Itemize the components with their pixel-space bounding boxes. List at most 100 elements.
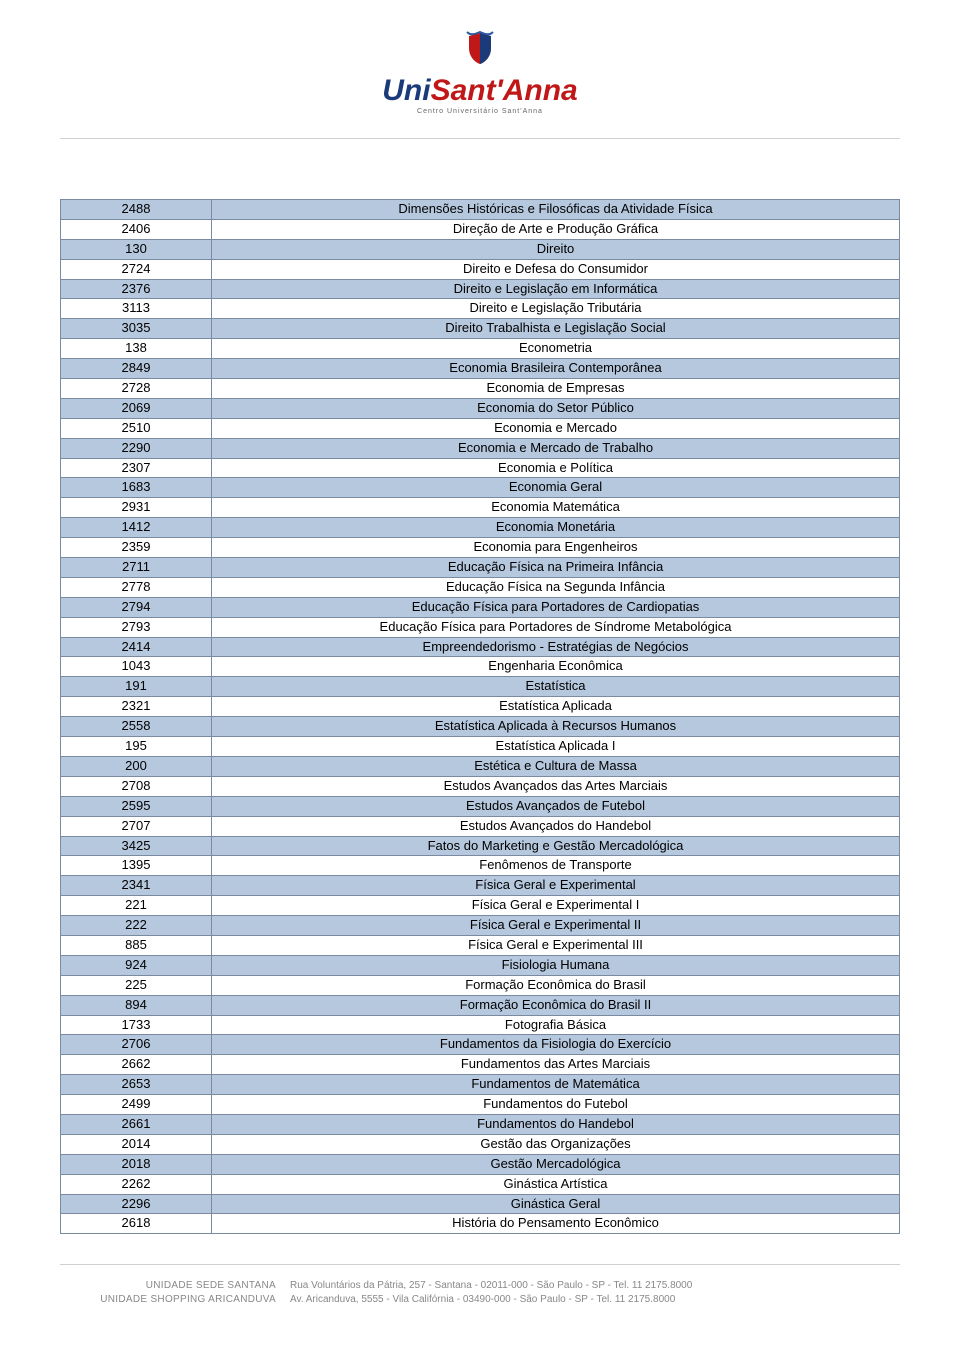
course-code: 2414	[61, 637, 212, 657]
course-name: Educação Física na Segunda Infância	[212, 577, 900, 597]
course-name: Fundamentos de Matemática	[212, 1075, 900, 1095]
course-name: Fotografia Básica	[212, 1015, 900, 1035]
course-name: Direito	[212, 239, 900, 259]
table-row: 2724Direito e Defesa do Consumidor	[61, 259, 900, 279]
course-code: 2724	[61, 259, 212, 279]
course-code: 130	[61, 239, 212, 259]
table-row: 1733Fotografia Básica	[61, 1015, 900, 1035]
table-row: 2488Dimensões Históricas e Filosóficas d…	[61, 200, 900, 220]
course-code: 2793	[61, 617, 212, 637]
course-name: Fundamentos da Fisiologia do Exercício	[212, 1035, 900, 1055]
course-code: 2728	[61, 379, 212, 399]
footer-unit-address: Rua Voluntários da Pátria, 257 - Santana…	[290, 1280, 900, 1291]
footer-line: UNIDADE SHOPPING ARICANDUVAAv. Aricanduv…	[60, 1294, 900, 1305]
course-name: Estudos Avançados do Handebol	[212, 816, 900, 836]
course-code: 2662	[61, 1055, 212, 1075]
course-name: Educação Física para Portadores de Síndr…	[212, 617, 900, 637]
course-code: 2707	[61, 816, 212, 836]
table-row: 2406Direção de Arte e Produção Gráfica	[61, 219, 900, 239]
table-row: 191Estatística	[61, 677, 900, 697]
course-code: 2794	[61, 597, 212, 617]
course-name: Física Geral e Experimental	[212, 876, 900, 896]
logo: UniSant'Anna Centro Universitário Sant'A…	[382, 30, 577, 115]
course-code: 2510	[61, 418, 212, 438]
table-row: 2728Economia de Empresas	[61, 379, 900, 399]
course-code: 2706	[61, 1035, 212, 1055]
course-code: 225	[61, 975, 212, 995]
table-row: 2262Ginástica Artística	[61, 1174, 900, 1194]
course-name: História do Pensamento Econômico	[212, 1214, 900, 1234]
course-name: Estética e Cultura de Massa	[212, 756, 900, 776]
course-name: Formação Econômica do Brasil	[212, 975, 900, 995]
course-name: Estatística Aplicada I	[212, 737, 900, 757]
course-code: 2341	[61, 876, 212, 896]
course-name: Economia Brasileira Contemporânea	[212, 359, 900, 379]
table-row: 2341Física Geral e Experimental	[61, 876, 900, 896]
course-code: 2307	[61, 458, 212, 478]
course-name: Economia do Setor Público	[212, 398, 900, 418]
course-code: 2711	[61, 558, 212, 578]
course-name: Física Geral e Experimental II	[212, 916, 900, 936]
course-name: Direção de Arte e Produção Gráfica	[212, 219, 900, 239]
table-row: 2296Ginástica Geral	[61, 1194, 900, 1214]
course-name: Gestão das Organizações	[212, 1134, 900, 1154]
table-row: 2778Educação Física na Segunda Infância	[61, 577, 900, 597]
course-name: Educação Física na Primeira Infância	[212, 558, 900, 578]
table-row: 221Física Geral e Experimental I	[61, 896, 900, 916]
logo-subtitle: Centro Universitário Sant'Anna	[382, 108, 577, 115]
course-code: 191	[61, 677, 212, 697]
course-name: Física Geral e Experimental I	[212, 896, 900, 916]
course-name: Economia Geral	[212, 478, 900, 498]
table-row: 2931Economia Matemática	[61, 498, 900, 518]
course-name: Empreendedorismo - Estratégias de Negóci…	[212, 637, 900, 657]
course-name: Economia Matemática	[212, 498, 900, 518]
course-code: 2290	[61, 438, 212, 458]
table-row: 1683Economia Geral	[61, 478, 900, 498]
course-name: Economia Monetária	[212, 518, 900, 538]
course-name: Fundamentos do Futebol	[212, 1095, 900, 1115]
table-row: 3425Fatos do Marketing e Gestão Mercadol…	[61, 836, 900, 856]
course-name: Fenômenos de Transporte	[212, 856, 900, 876]
course-code: 2321	[61, 697, 212, 717]
course-name: Estatística Aplicada à Recursos Humanos	[212, 717, 900, 737]
course-name: Estudos Avançados das Artes Marciais	[212, 776, 900, 796]
table-row: 2662Fundamentos das Artes Marciais	[61, 1055, 900, 1075]
course-code: 3035	[61, 319, 212, 339]
course-code: 2406	[61, 219, 212, 239]
course-code: 2558	[61, 717, 212, 737]
table-row: 885Física Geral e Experimental III	[61, 935, 900, 955]
course-name: Formação Econômica do Brasil II	[212, 995, 900, 1015]
table-row: 894Formação Econômica do Brasil II	[61, 995, 900, 1015]
course-name: Fundamentos das Artes Marciais	[212, 1055, 900, 1075]
table-row: 2849Economia Brasileira Contemporânea	[61, 359, 900, 379]
course-name: Engenharia Econômica	[212, 657, 900, 677]
course-name: Estatística Aplicada	[212, 697, 900, 717]
course-code: 2359	[61, 538, 212, 558]
table-row: 2290Economia e Mercado de Trabalho	[61, 438, 900, 458]
table-row: 2499Fundamentos do Futebol	[61, 1095, 900, 1115]
course-name: Estatística	[212, 677, 900, 697]
table-row: 2595Estudos Avançados de Futebol	[61, 796, 900, 816]
logo-text: UniSant'Anna	[382, 76, 577, 106]
table-row: 2307Economia e Política	[61, 458, 900, 478]
course-name: Ginástica Artística	[212, 1174, 900, 1194]
course-code: 2595	[61, 796, 212, 816]
course-name: Gestão Mercadológica	[212, 1154, 900, 1174]
table-row: 225Formação Econômica do Brasil	[61, 975, 900, 995]
footer-line: UNIDADE SEDE SANTANARua Voluntários da P…	[60, 1280, 900, 1291]
course-code: 1733	[61, 1015, 212, 1035]
course-code: 1412	[61, 518, 212, 538]
course-code: 2014	[61, 1134, 212, 1154]
course-code: 222	[61, 916, 212, 936]
table-row: 138Econometria	[61, 339, 900, 359]
course-name: Economia de Empresas	[212, 379, 900, 399]
course-name: Direito e Legislação em Informática	[212, 279, 900, 299]
page-footer: UNIDADE SEDE SANTANARua Voluntários da P…	[60, 1264, 900, 1305]
logo-prefix: Uni	[382, 74, 430, 107]
course-code: 1395	[61, 856, 212, 876]
course-name: Economia e Mercado de Trabalho	[212, 438, 900, 458]
course-code: 138	[61, 339, 212, 359]
table-row: 195Estatística Aplicada I	[61, 737, 900, 757]
course-name: Economia para Engenheiros	[212, 538, 900, 558]
course-code: 195	[61, 737, 212, 757]
